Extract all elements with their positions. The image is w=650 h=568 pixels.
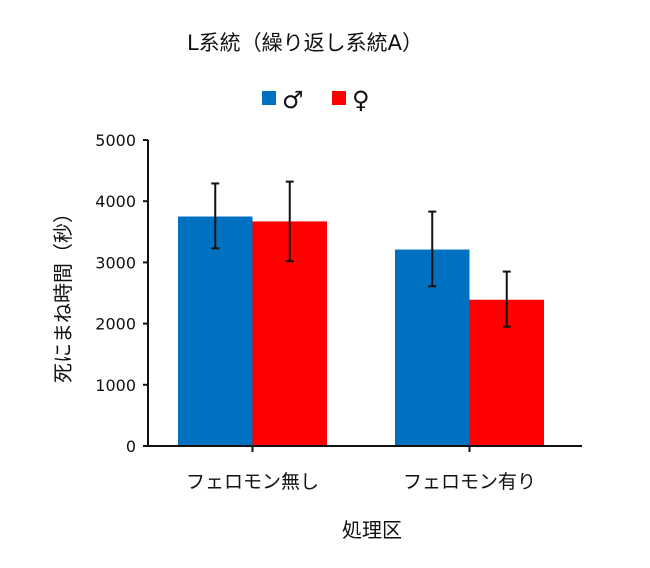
error-bars (211, 180, 511, 328)
y-tick-label: 3000 (95, 253, 136, 272)
y-tick-label: 1000 (95, 376, 136, 395)
legend-swatch (262, 91, 276, 105)
axes: 0 1000 2000 3000 4000 5000 フェロモン無し フェロモン有り (95, 131, 582, 493)
legend-swatch (332, 91, 346, 105)
legend-label: ♀ (352, 86, 370, 114)
legend-label: ♂ (282, 86, 304, 114)
y-axis-label: 死にまね時間（秒） (51, 203, 75, 383)
y-tick-label: 0 (126, 437, 136, 456)
x-axis-label: 処理区 (342, 518, 402, 542)
y-tick-label: 4000 (95, 192, 136, 211)
x-tick-label: フェロモン有り (403, 471, 536, 493)
legend: ♂ ♀ (262, 86, 370, 114)
bars (178, 216, 544, 446)
chart-title: L系統（繰り返し系統A） (187, 31, 423, 55)
y-tick-label: 5000 (95, 131, 136, 150)
y-tick-label: 2000 (95, 315, 136, 334)
bar (178, 216, 253, 446)
x-tick-label: フェロモン無し (186, 471, 319, 493)
